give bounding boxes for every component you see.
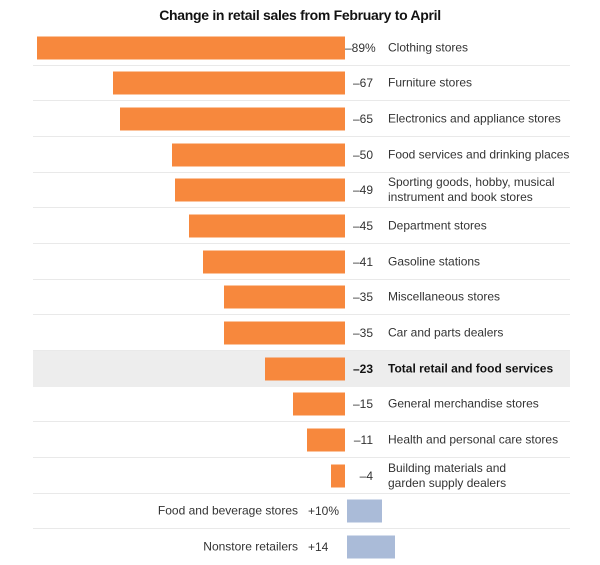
row-separator [33, 492, 570, 494]
category-label: Health and personal care stores [388, 432, 559, 447]
chart-row: –65 Electronics and appliance stores [0, 101, 600, 137]
category-label: Food services and drinking places [388, 147, 570, 162]
chart-rows: –89% Clothing stores –67 Furniture stores –6… [0, 30, 600, 565]
value-label: –45 [352, 219, 373, 234]
row-separator [33, 278, 570, 280]
row-separator [33, 64, 570, 66]
chart-row: –89% Clothing stores [0, 30, 600, 66]
category-label: Nonstore retailers [203, 539, 298, 554]
bar [224, 285, 345, 309]
row-separator [33, 100, 570, 102]
value-label: –50 [352, 147, 373, 162]
bar [189, 214, 345, 238]
row-separator [33, 456, 570, 458]
chart-row: –45 Department stores [0, 208, 600, 244]
category-label: Furniture stores [388, 75, 473, 90]
value-label: –11 [353, 433, 373, 448]
chart-row: –23 Total retail and food services [0, 350, 600, 387]
category-label: General merchandise stores [388, 396, 539, 411]
row-separator [33, 242, 570, 244]
value-label: +10% [308, 504, 340, 519]
bar [347, 535, 395, 559]
bar [113, 71, 345, 95]
chart-row: –15 General merchandise stores [0, 387, 600, 423]
value-label: –4 [359, 468, 373, 483]
bar [120, 107, 345, 131]
bar [293, 392, 345, 416]
row-separator [33, 349, 570, 351]
chart-row: –50 Food services and drinking places [0, 137, 600, 173]
chart-row: –35 Miscellaneous stores [0, 280, 600, 316]
bar [203, 250, 345, 274]
value-label: –49 [352, 183, 373, 198]
value-label: –89% [345, 40, 376, 55]
category-label: Miscellaneous stores [388, 289, 501, 304]
row-separator [33, 207, 570, 209]
category-label: Clothing stores [388, 40, 469, 55]
category-label: Total retail and food services [388, 361, 554, 376]
bar [175, 178, 345, 202]
bar [331, 464, 345, 488]
chart-row: –67 Furniture stores [0, 66, 600, 102]
category-label: Sporting goods, hobby, musical instrumen… [388, 175, 555, 205]
value-label: –15 [352, 397, 373, 412]
chart-row: –41 Gasoline stations [0, 244, 600, 280]
row-separator [33, 135, 570, 137]
chart-row: –35 Car and parts dealers [0, 315, 600, 351]
chart-row: +14 Nonstore retailers [0, 529, 600, 565]
category-label: Electronics and appliance stores [388, 111, 561, 126]
bar [347, 499, 382, 523]
chart-row: –49 Sporting goods, hobby, musical instru… [0, 173, 600, 209]
value-label: –23 [352, 361, 373, 376]
chart-title: Change in retail sales from February to … [159, 7, 441, 23]
category-label: Gasoline stations [388, 254, 481, 269]
chart-row: +10% Food and beverage stores [0, 494, 600, 530]
bar [172, 143, 345, 167]
bar [224, 321, 345, 345]
category-label: Car and parts dealers [388, 325, 504, 340]
bar [37, 36, 345, 60]
bar [307, 428, 345, 452]
chart-row: –4 Building materials and garden supply d… [0, 458, 600, 494]
chart-row: –11 Health and personal care stores [0, 422, 600, 458]
row-separator [33, 421, 570, 423]
category-label: Food and beverage stores [157, 503, 298, 518]
value-label: –41 [352, 254, 373, 269]
value-label: –67 [352, 76, 373, 91]
row-separator [33, 314, 570, 316]
value-label: –35 [352, 326, 373, 341]
value-label: +14 [308, 540, 329, 555]
value-label: –35 [352, 290, 373, 305]
row-separator [33, 171, 570, 173]
bar [265, 357, 345, 381]
row-separator [33, 528, 570, 530]
value-label: –65 [352, 112, 373, 127]
category-label: Building materials and garden supply dea… [388, 460, 507, 490]
category-label: Department stores [388, 218, 487, 233]
